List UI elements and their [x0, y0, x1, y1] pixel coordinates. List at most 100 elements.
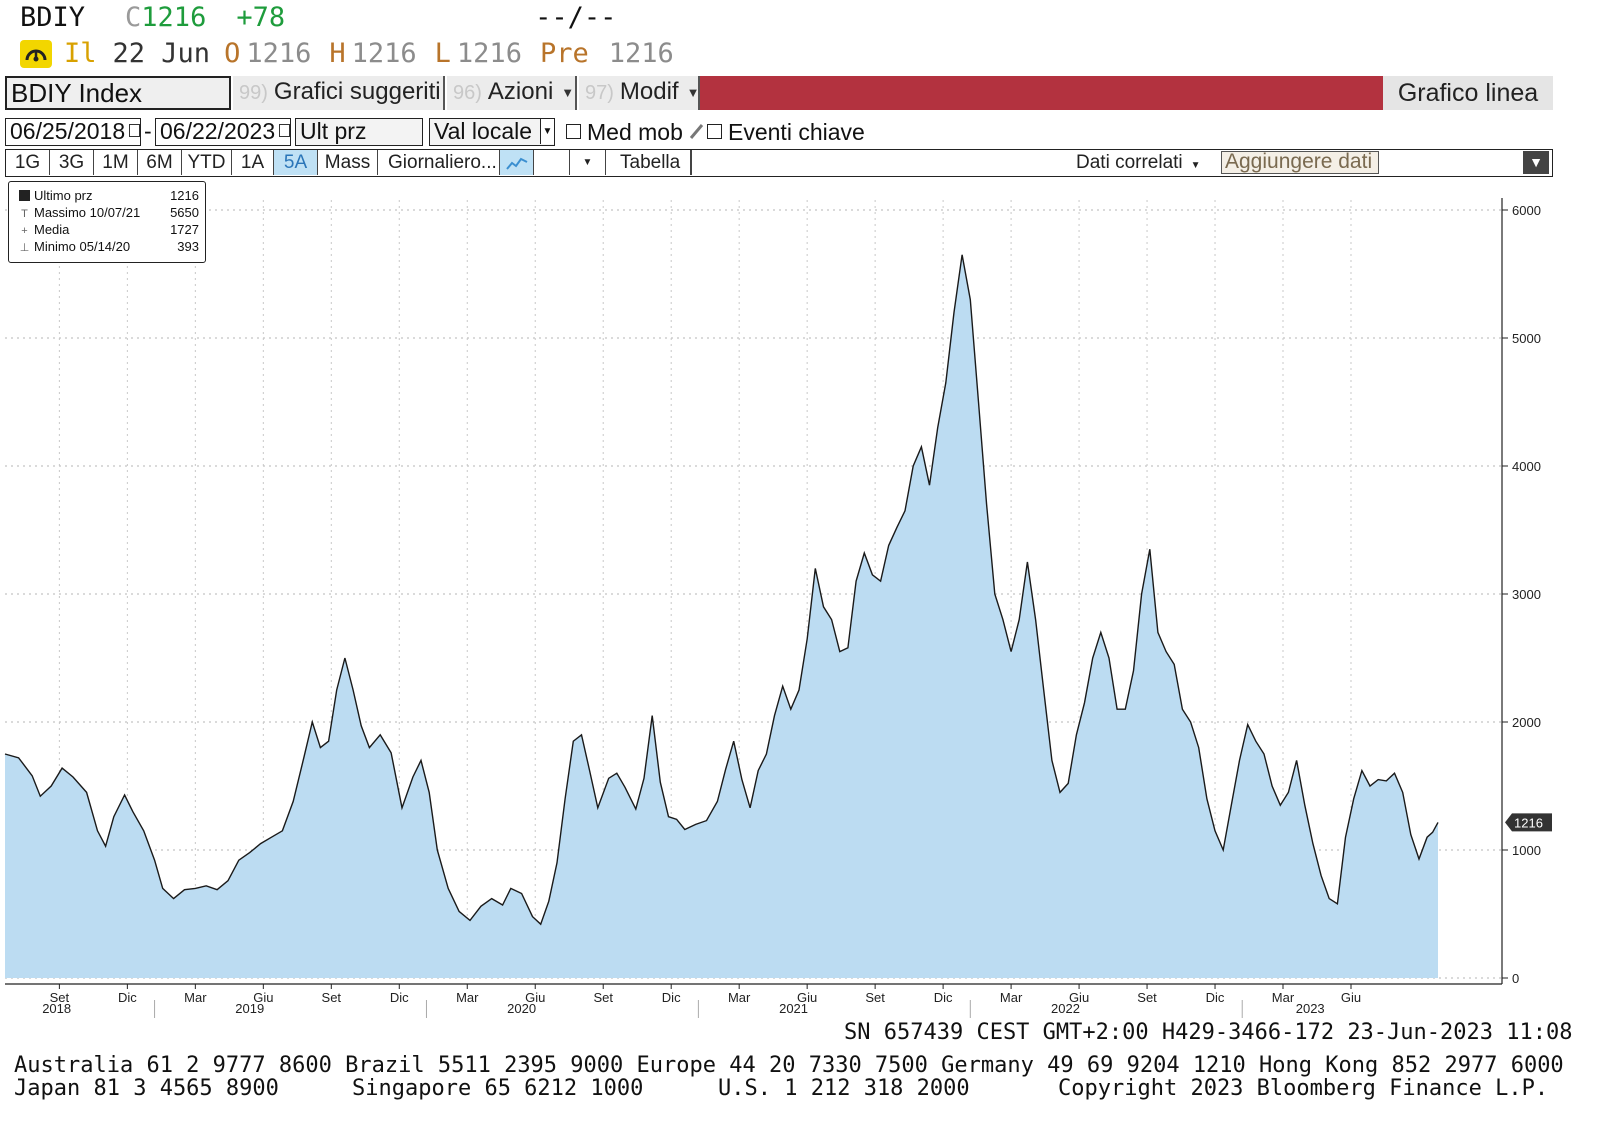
y-tick-label: 2000 — [1512, 715, 1541, 730]
frequency-select[interactable]: Giornaliero... — [378, 150, 500, 175]
suggested-charts-button[interactable]: 99) Grafici suggeriti — [233, 76, 445, 110]
year-label: 2020 — [507, 1001, 536, 1016]
contact-singapore: Singapore 65 6212 1000 — [352, 1076, 644, 1101]
actions-menu[interactable]: 96) Azioni ▼ — [447, 76, 577, 110]
x-tick-label: Giu — [797, 990, 817, 1005]
checkbox-icon[interactable] — [707, 124, 722, 140]
x-tick-label: Mar — [1000, 990, 1023, 1005]
legend-row-last: Ultimo prz 1216 — [19, 187, 199, 204]
chevron-down-icon: ▼ — [686, 84, 700, 100]
edit-menu[interactable]: 97) Modif ▼ — [579, 76, 700, 110]
chart-type-button[interactable]: Grafico linea — [1383, 76, 1553, 110]
x-tick-label: Mar — [728, 990, 751, 1005]
y-tick-label: 3000 — [1512, 587, 1541, 602]
calendar-icon[interactable] — [279, 124, 291, 138]
year-label: 2023 — [1296, 1001, 1325, 1016]
year-label: 2019 — [235, 1001, 264, 1016]
table-button[interactable]: Tabella — [620, 152, 681, 173]
moving-average-toggle[interactable]: Med mob — [566, 120, 705, 144]
x-tick-label: Set — [1137, 990, 1157, 1005]
toolbar-accent-bar — [700, 76, 1383, 110]
x-tick-label: Set — [50, 990, 70, 1005]
x-tick-label: Dic — [662, 990, 681, 1005]
y-tick-label: 1000 — [1512, 843, 1541, 858]
average-marker-icon: + — [21, 225, 28, 237]
quote-date: 22 Jun — [112, 38, 211, 69]
field-select[interactable]: Ult prz — [295, 118, 423, 146]
open-label: O — [224, 38, 241, 69]
range-toolbar: 1G 3G 1M 6M YTD 1A 5A Mass Giornaliero..… — [5, 149, 1553, 177]
range-ytd[interactable]: YTD — [182, 150, 232, 175]
line-chart-icon[interactable] — [500, 150, 534, 175]
end-date-field[interactable]: 06/22/2023 — [155, 118, 291, 146]
y-tick-label: 4000 — [1512, 459, 1541, 474]
copyright: Copyright 2023 Bloomberg Finance L.P. — [1058, 1076, 1549, 1101]
last-price-tag — [1505, 813, 1552, 832]
suggested-label: Grafici suggeriti — [273, 78, 441, 105]
range-6m[interactable]: 6M — [138, 150, 182, 175]
legend-value: 1216 — [170, 188, 199, 203]
currency-select[interactable]: Val locale ▼ — [429, 118, 555, 146]
filter-icon[interactable]: ▼ — [1523, 151, 1549, 174]
start-date: 06/25/2018 — [10, 118, 126, 144]
session-info: SN 657439 CEST GMT+2:00 H429-3466-172 23… — [844, 1020, 1573, 1045]
key-events-toggle[interactable]: Eventi chiave — [707, 120, 865, 144]
quote-header: BDIY C1216 +78 --/-- — [20, 2, 616, 33]
year-label: 2022 — [1051, 1001, 1080, 1016]
price-chart[interactable]: 0 1000 2000 3000 4000 5000 6000 1216 Set Dic Mar Gi… — [0, 178, 1600, 1020]
range-1m[interactable]: 1M — [94, 150, 138, 175]
actions-label: Azioni — [487, 78, 554, 105]
x-tick-label: Set — [322, 990, 342, 1005]
add-data-input[interactable]: Aggiungere dati — [1221, 151, 1379, 174]
prev-label: Pre — [539, 38, 589, 69]
series-swatch — [19, 190, 30, 202]
chevron-down-icon: ▼ — [1190, 160, 1201, 171]
year-label: 2018 — [42, 1001, 71, 1016]
y-tick-label: 5000 — [1512, 331, 1541, 346]
edit-label: Modif — [619, 78, 679, 105]
legend-value: 1727 — [170, 222, 199, 237]
legend-row-low: ⊥ Minimo 05/14/20 393 — [19, 238, 199, 255]
legend-label: Massimo 10/07/21 — [34, 205, 141, 220]
range-1g[interactable]: 1G — [6, 150, 50, 175]
pencil-icon[interactable] — [689, 122, 705, 140]
range-max[interactable]: Mass — [318, 150, 378, 175]
indicator-text: Il — [64, 38, 97, 69]
series-area — [5, 254, 1438, 979]
related-data-label: Dati correlati — [1076, 152, 1183, 173]
edit-num: 97) — [585, 82, 614, 104]
range-1a[interactable]: 1A — [232, 150, 274, 175]
series-line — [4, 254, 1439, 926]
chevron-down-icon: ▼ — [561, 84, 575, 100]
x-tick-label: Dic — [1206, 990, 1225, 1005]
last-price: 1216 — [141, 2, 207, 33]
related-data-menu[interactable]: Dati correlati ▼ — [1076, 150, 1201, 175]
contact-us: U.S. 1 212 318 2000 — [718, 1076, 970, 1101]
actions-num: 96) — [453, 82, 482, 104]
legend-row-high: T Massimo 10/07/21 5650 — [19, 204, 199, 221]
checkbox-icon[interactable] — [566, 124, 581, 140]
currency-value: Val locale — [434, 118, 533, 144]
low-value: 1216 — [456, 38, 522, 69]
last-price-label: 1216 — [1514, 815, 1543, 830]
date-separator: - — [144, 118, 152, 144]
range-3g[interactable]: 3G — [50, 150, 94, 175]
start-date-field[interactable]: 06/25/2018 — [5, 118, 141, 146]
high-value: 1216 — [351, 38, 417, 69]
x-tick-label: Giu — [253, 990, 273, 1005]
legend-row-average: + Media 1727 — [19, 221, 199, 238]
security-field[interactable]: BDIY Index — [5, 76, 231, 110]
legend-value: 393 — [177, 239, 199, 254]
legend-label: Minimo 05/14/20 — [34, 239, 131, 254]
x-tick-label: Set — [593, 990, 613, 1005]
y-tick-label: 6000 — [1512, 203, 1541, 218]
moving-average-label: Med mob — [587, 119, 683, 145]
year-label: 2021 — [779, 1001, 808, 1016]
range-5a[interactable]: 5A — [274, 150, 318, 175]
chevron-down-icon[interactable]: ▼ — [570, 150, 606, 175]
prev-value: 1216 — [608, 38, 674, 69]
chart-style-select[interactable] — [534, 150, 570, 175]
x-tick-label: Dic — [390, 990, 409, 1005]
calendar-icon[interactable] — [129, 124, 141, 138]
speedometer-icon[interactable] — [20, 39, 52, 68]
